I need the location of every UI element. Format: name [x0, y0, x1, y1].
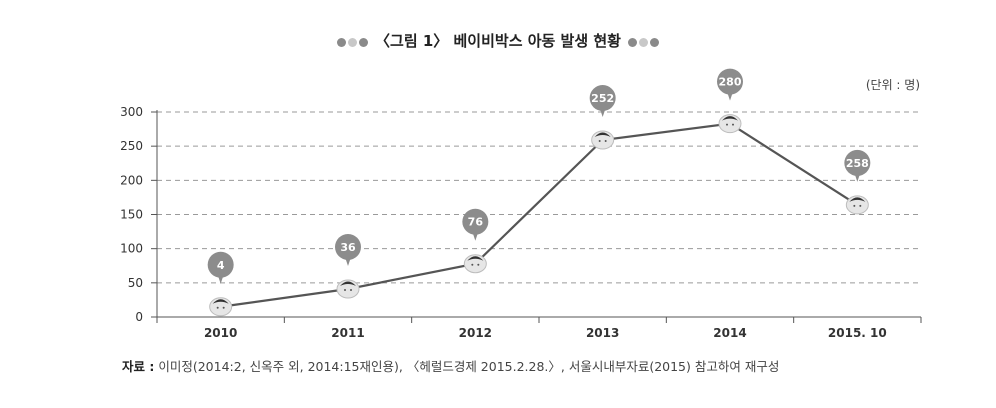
marker-hair	[212, 299, 229, 304]
value-bubble: 280	[717, 68, 743, 101]
bubble-circle	[207, 251, 234, 278]
x-tick-labels: 2010 2011 2012 2013 2014 2015. 10	[204, 326, 887, 340]
bubble-circle	[335, 233, 361, 260]
y-tick-label: 200	[120, 173, 143, 187]
axes	[151, 110, 922, 323]
y-tick-label: 250	[120, 139, 143, 153]
marker-hair	[467, 256, 484, 261]
marker-eye	[350, 288, 352, 291]
data-label: 280	[719, 76, 742, 89]
marker-eye	[216, 306, 219, 309]
x-tick-label: 2011	[331, 326, 364, 340]
bubble-circle	[589, 85, 616, 112]
baby-marker-icon	[336, 279, 360, 299]
marker-eye	[604, 140, 607, 143]
baby-marker-icon	[591, 130, 615, 150]
y-tick-label: 300	[120, 105, 143, 119]
data-label: 4	[217, 259, 225, 272]
source-label: 자료 :	[122, 359, 155, 374]
marker-eye	[471, 263, 474, 266]
title-dots-left	[336, 33, 369, 51]
data-label: 36	[340, 241, 356, 254]
source-text: 이미정(2014:2, 신옥주 외, 2014:15재인용), 〈헤럴드경제 2…	[158, 359, 780, 374]
marker-eye	[344, 288, 346, 291]
grid-lines	[157, 111, 921, 284]
y-tick-label: 150	[120, 208, 143, 222]
marker-eye	[732, 123, 734, 126]
value-bubble: 4	[207, 251, 234, 284]
chart-title-text: 〈그림 1〉 베이비박스 아동 발생 현황	[375, 32, 621, 50]
unit-label: (단위 : 명)	[866, 78, 920, 92]
baby-marker-icon	[209, 297, 233, 317]
value-bubble: 76	[462, 208, 489, 241]
baby-marker-icon	[718, 114, 742, 134]
marker-eye	[853, 204, 856, 207]
value-bubble: 252	[589, 85, 616, 118]
data-label: 252	[591, 92, 614, 105]
source-note: 자료 : 이미정(2014:2, 신옥주 외, 2014:15재인용), 〈헤럴…	[122, 356, 779, 375]
y-tick-labels: 0 50 100 150 200 250 300	[120, 105, 143, 324]
x-tick-label: 2010	[204, 326, 237, 340]
bubble-circle	[844, 149, 871, 176]
marker-eye	[222, 306, 225, 309]
y-tick-label: 0	[135, 310, 143, 324]
bubble-circle	[717, 68, 743, 95]
baby-marker-icon	[845, 195, 869, 215]
y-tick-label: 100	[120, 242, 143, 256]
data-label: 76	[468, 216, 484, 229]
baby-marker-icon	[463, 254, 487, 274]
series-line	[220, 122, 858, 308]
value-bubble: 258	[844, 149, 871, 182]
value-bubble: 36	[335, 233, 361, 266]
x-tick-label: 2012	[459, 326, 492, 340]
chart-title: 〈그림 1〉 베이비박스 아동 발생 현황	[0, 30, 996, 51]
data-markers	[209, 114, 869, 317]
y-tick-label: 50	[128, 276, 143, 290]
marker-eye	[859, 204, 862, 207]
title-dots-right	[627, 33, 660, 51]
marker-eye	[598, 140, 601, 143]
x-tick-label: 2014	[713, 326, 746, 340]
marker-hair	[340, 281, 356, 286]
data-label: 258	[846, 157, 869, 170]
marker-eye	[726, 123, 728, 126]
x-tick-label: 2013	[586, 326, 619, 340]
x-tick-label: 2015. 10	[828, 326, 887, 340]
marker-eye	[477, 263, 480, 266]
marker-hair	[722, 116, 738, 121]
bubble-circle	[462, 208, 489, 235]
marker-hair	[594, 132, 611, 138]
marker-hair	[849, 197, 866, 202]
value-bubbles: 4 36 76 252 280 258	[207, 68, 871, 284]
